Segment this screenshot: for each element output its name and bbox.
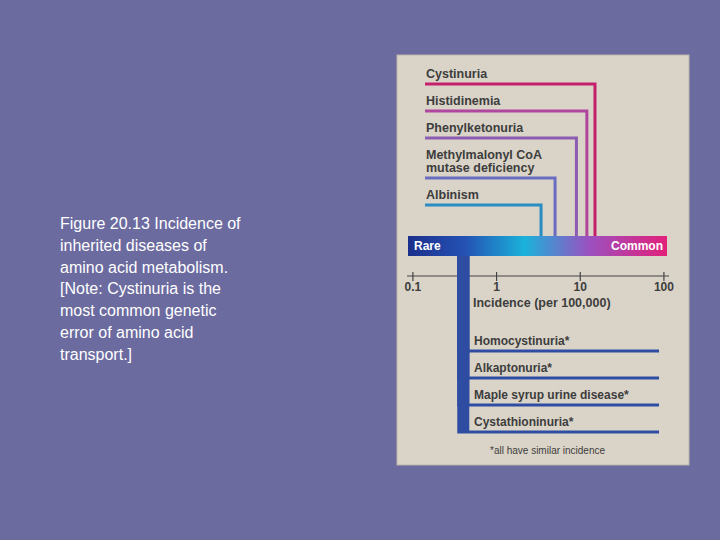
scale-label: Rare — [414, 239, 441, 253]
x-tick-label: 0.1 — [405, 280, 422, 294]
category-label: Histidinemia — [426, 95, 566, 108]
incidence-line — [425, 205, 541, 236]
x-tick-label: 10 — [574, 280, 588, 294]
category-label: Maple syrup urine disease* — [474, 389, 629, 402]
incidence-line — [425, 178, 555, 236]
incidence-line — [457, 256, 659, 380]
x-axis — [407, 275, 669, 276]
x-tick-label: 1 — [493, 280, 500, 294]
category-label: Methylmalonyl CoA mutase deficiency — [426, 149, 566, 175]
x-axis-label: Incidence (per 100,000) — [473, 296, 611, 310]
caption: Figure 20.13 Incidence of inherited dise… — [60, 213, 250, 366]
incidence-line — [457, 256, 659, 353]
chart: Rare Common 0.1 1 10 100 — [0, 0, 720, 540]
slide: {"caption": "Figure 20.13 Incidence of i… — [0, 0, 720, 540]
category-label: Phenylketonuria — [426, 122, 566, 135]
x-tick-label: 100 — [654, 280, 674, 294]
rare-common-bar — [408, 236, 667, 256]
incidence-line — [457, 256, 659, 407]
category-label: Albinism — [426, 189, 566, 202]
category-label: Cystathioninuria* — [474, 416, 573, 429]
category-label: Cystinuria — [426, 68, 566, 81]
scale-label: Common — [611, 239, 663, 253]
marks — [425, 84, 659, 434]
incidence-line — [425, 84, 595, 236]
incidence-line — [425, 138, 576, 236]
category-label: Alkaptonuria* — [474, 362, 552, 375]
annotation: *all have similar incidence — [490, 445, 605, 456]
incidence-line — [457, 256, 659, 434]
incidence-line — [425, 111, 587, 236]
category-label: Homocystinuria* — [474, 335, 569, 348]
figure-panel — [397, 55, 689, 465]
